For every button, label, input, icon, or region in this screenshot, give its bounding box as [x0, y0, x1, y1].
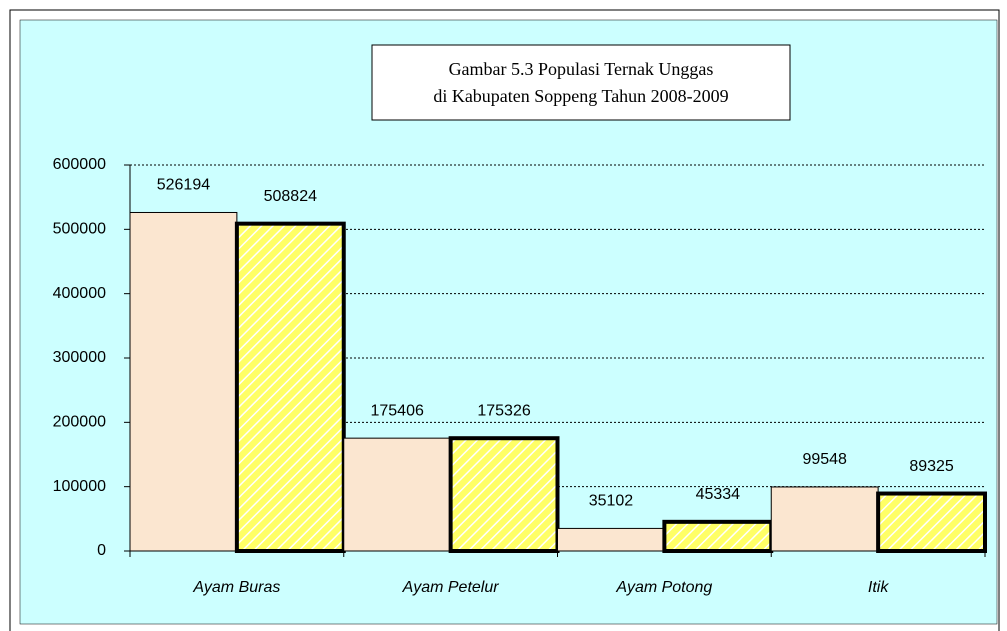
bar: [770, 486, 879, 552]
value-label: 45334: [696, 486, 741, 503]
y-tick-label: 600000: [53, 156, 106, 173]
outer-frame: [9, 9, 1000, 631]
x-tick-label: Itik: [868, 579, 889, 596]
value-label: 35102: [589, 493, 634, 510]
value-label: 99548: [802, 451, 847, 468]
bar: [129, 211, 238, 552]
value-label: 89325: [909, 458, 954, 475]
x-tick-label: Ayam Buras: [192, 579, 280, 596]
y-tick-label: 500000: [53, 221, 106, 238]
y-tick-label: 400000: [53, 285, 106, 302]
bar: [448, 436, 560, 553]
value-label: 526194: [157, 177, 210, 194]
bar: [876, 491, 987, 553]
chart-title: di Kabupaten Soppeng Tahun 2008-2009: [433, 86, 728, 106]
y-tick-label: 0: [97, 542, 106, 559]
title-box: [371, 44, 791, 121]
x-tick-label: Ayam Petelur: [402, 579, 500, 596]
x-tick-label: Ayam Potong: [615, 579, 712, 596]
bar: [343, 437, 452, 552]
bar: [234, 221, 346, 553]
value-label: 175326: [477, 402, 530, 419]
value-label: 508824: [264, 188, 317, 205]
bar: [662, 519, 774, 554]
bar: [557, 527, 665, 552]
y-tick-label: 200000: [53, 414, 106, 431]
y-tick-label: 300000: [53, 349, 106, 366]
y-tick-label: 100000: [53, 478, 106, 495]
chart-title: Gambar 5.3 Populasi Ternak Unggas: [449, 59, 714, 79]
value-label: 175406: [370, 402, 423, 419]
